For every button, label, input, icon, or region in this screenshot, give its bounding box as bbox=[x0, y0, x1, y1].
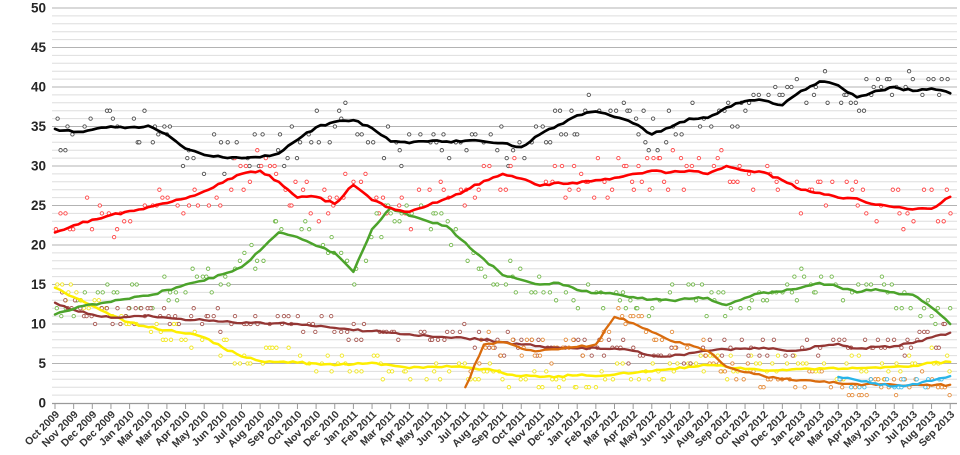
yellow-line bbox=[53, 286, 952, 379]
green-scatter bbox=[54, 203, 953, 327]
light-blue-line bbox=[837, 374, 952, 388]
dark-red-scatter bbox=[60, 290, 947, 366]
y-tick-label: 15 bbox=[31, 277, 47, 292]
y-tick-label: 0 bbox=[38, 396, 46, 411]
y-tick-label: 10 bbox=[31, 317, 46, 332]
green-line bbox=[53, 206, 952, 326]
y-tick-label: 35 bbox=[31, 119, 47, 134]
y-tick-label: 45 bbox=[31, 40, 47, 55]
y-tick-label: 30 bbox=[31, 159, 46, 174]
y-axis-labels: 0 5 10 15 20 25 30 35 40 45 50 bbox=[31, 1, 47, 411]
trend-lines bbox=[53, 80, 952, 389]
dark-red-line bbox=[53, 301, 952, 358]
black-line bbox=[53, 80, 952, 160]
gridlines bbox=[52, 7, 957, 396]
y-tick-label: 5 bbox=[38, 356, 46, 371]
x-axis bbox=[52, 402, 957, 409]
y-tick-label: 25 bbox=[31, 198, 47, 213]
orange-line bbox=[464, 315, 952, 389]
y-tick-label: 50 bbox=[31, 1, 46, 16]
red-scatter bbox=[53, 148, 953, 240]
red-line bbox=[53, 164, 952, 234]
y-tick-label: 40 bbox=[31, 80, 46, 95]
y-tick-label: 20 bbox=[31, 238, 46, 253]
